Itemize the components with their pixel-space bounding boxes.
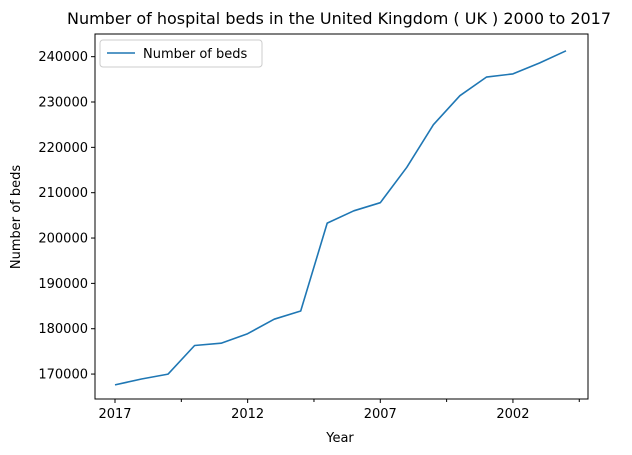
x-tick-label: 2012 xyxy=(231,407,264,422)
y-tick-label: 210000 xyxy=(38,186,88,201)
y-tick-label: 170000 xyxy=(38,368,88,383)
y-axis: 170000 180000 190000 200000 210000 220000 2300… xyxy=(38,50,95,383)
series-line xyxy=(114,50,567,386)
y-axis-label: Number of beds xyxy=(9,165,24,270)
x-tick-label: 2007 xyxy=(364,407,397,422)
y-tick-label: 220000 xyxy=(38,141,88,156)
legend: Number of beds xyxy=(99,39,263,68)
y-tick-label: 180000 xyxy=(38,322,88,337)
x-tick-label: 2017 xyxy=(98,407,131,422)
x-tick-label: 2002 xyxy=(496,407,529,422)
x-axis: 2017 2012 2007 2002 xyxy=(98,399,580,422)
legend-label: Number of beds xyxy=(143,47,248,62)
legend-box xyxy=(99,39,263,68)
series-group xyxy=(114,50,567,386)
y-tick-label: 240000 xyxy=(38,50,88,65)
plot-area-frame xyxy=(94,33,589,400)
chart-title: Number of hospital beds in the United Ki… xyxy=(67,9,611,28)
x-axis-label: Year xyxy=(325,431,354,446)
y-tick-label: 200000 xyxy=(38,232,88,247)
y-tick-label: 230000 xyxy=(38,96,88,111)
y-tick-label: 190000 xyxy=(38,277,88,292)
